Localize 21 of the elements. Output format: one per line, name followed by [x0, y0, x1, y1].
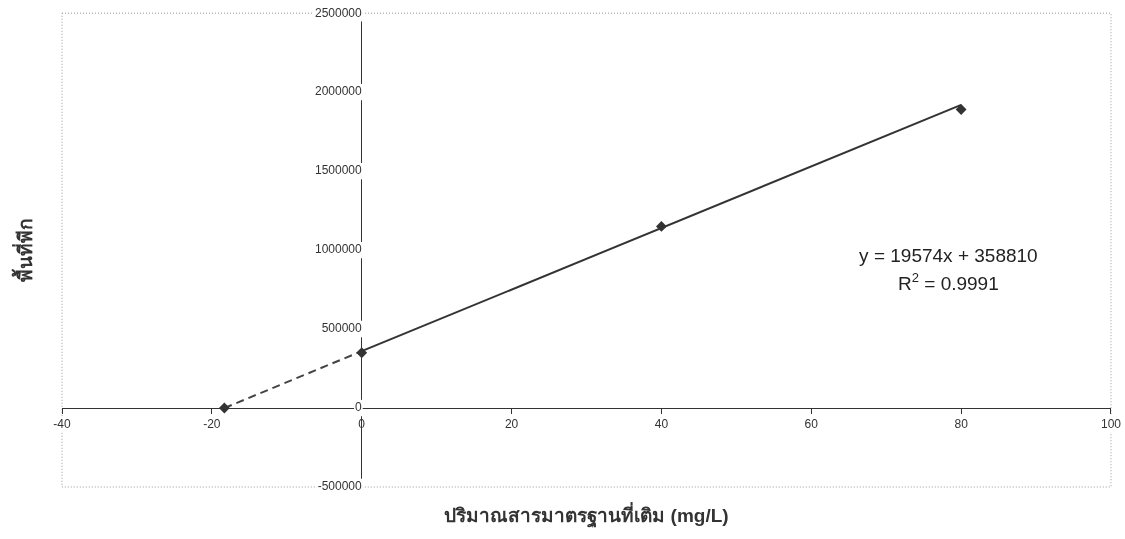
- x-tick-label: -20: [203, 416, 221, 431]
- y-axis-title: พื้นที่พีก: [11, 218, 37, 283]
- point: [956, 104, 967, 115]
- y-tick-label: -500000: [317, 479, 363, 494]
- x-tick-label: -40: [53, 416, 71, 431]
- x-tick-label: 80: [954, 416, 969, 431]
- point: [656, 221, 667, 232]
- x-axis-title: ปริมาณสารมาตรฐานที่เติม (mg/L): [444, 502, 729, 530]
- x-tick-label: 40: [654, 416, 669, 431]
- y-tick-label: 2500000: [314, 5, 363, 20]
- x-tick-label: 60: [804, 416, 819, 431]
- y-tick-label: 1500000: [314, 163, 363, 178]
- y-tick-label: 500000: [321, 321, 363, 336]
- x-tick-label: 20: [504, 416, 519, 431]
- annotation: y = 19574x + 358810: [859, 245, 1038, 267]
- point: [219, 403, 230, 414]
- y-tick-label: 1000000: [314, 242, 363, 257]
- x-tick-label: 100: [1100, 416, 1122, 431]
- y-tick-label: 0: [355, 400, 363, 415]
- point: [356, 347, 367, 358]
- y-tick-label: 2000000: [314, 84, 363, 99]
